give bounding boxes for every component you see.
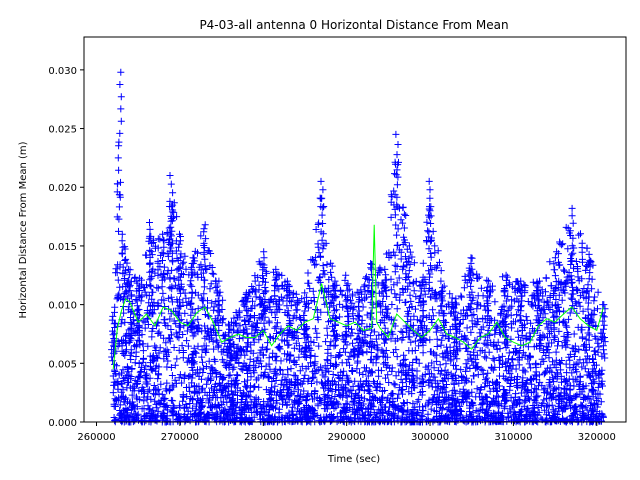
y-tick-label: 0.010 [48, 301, 77, 312]
y-tick-label: 0.000 [48, 418, 77, 429]
x-tick-label: 280000 [244, 432, 282, 443]
plot-frame [83, 36, 627, 423]
x-tick-label: 320000 [578, 432, 616, 443]
y-tick-label: 0.005 [48, 359, 77, 370]
x-tick-label: 290000 [328, 432, 366, 443]
line-layer [112, 224, 604, 370]
y-tick-label: 0.015 [48, 242, 77, 253]
x-axis: 260000 270000 280000 290000 300000 310000 3200… [77, 422, 616, 443]
x-axis-label: Time (sec) [327, 454, 380, 465]
x-tick-label: 270000 [161, 432, 199, 443]
x-tick-label: 260000 [77, 432, 115, 443]
y-tick-label: 0.020 [48, 183, 77, 194]
y-axis: 0.000 0.005 0.010 0.015 0.020 0.025 0.030 [48, 66, 84, 429]
y-tick-label: 0.025 [48, 125, 77, 136]
marker-layer [108, 68, 609, 426]
y-tick-label: 0.030 [48, 66, 77, 77]
mean-line [112, 224, 604, 370]
scatter-markers [108, 68, 609, 426]
chart-title: P4-03-all antenna 0 Horizontal Distance … [199, 18, 508, 32]
x-tick-label: 300000 [411, 432, 449, 443]
y-axis-label: Horizontal Distance From Mean (m) [18, 141, 29, 318]
x-tick-label: 310000 [494, 432, 532, 443]
